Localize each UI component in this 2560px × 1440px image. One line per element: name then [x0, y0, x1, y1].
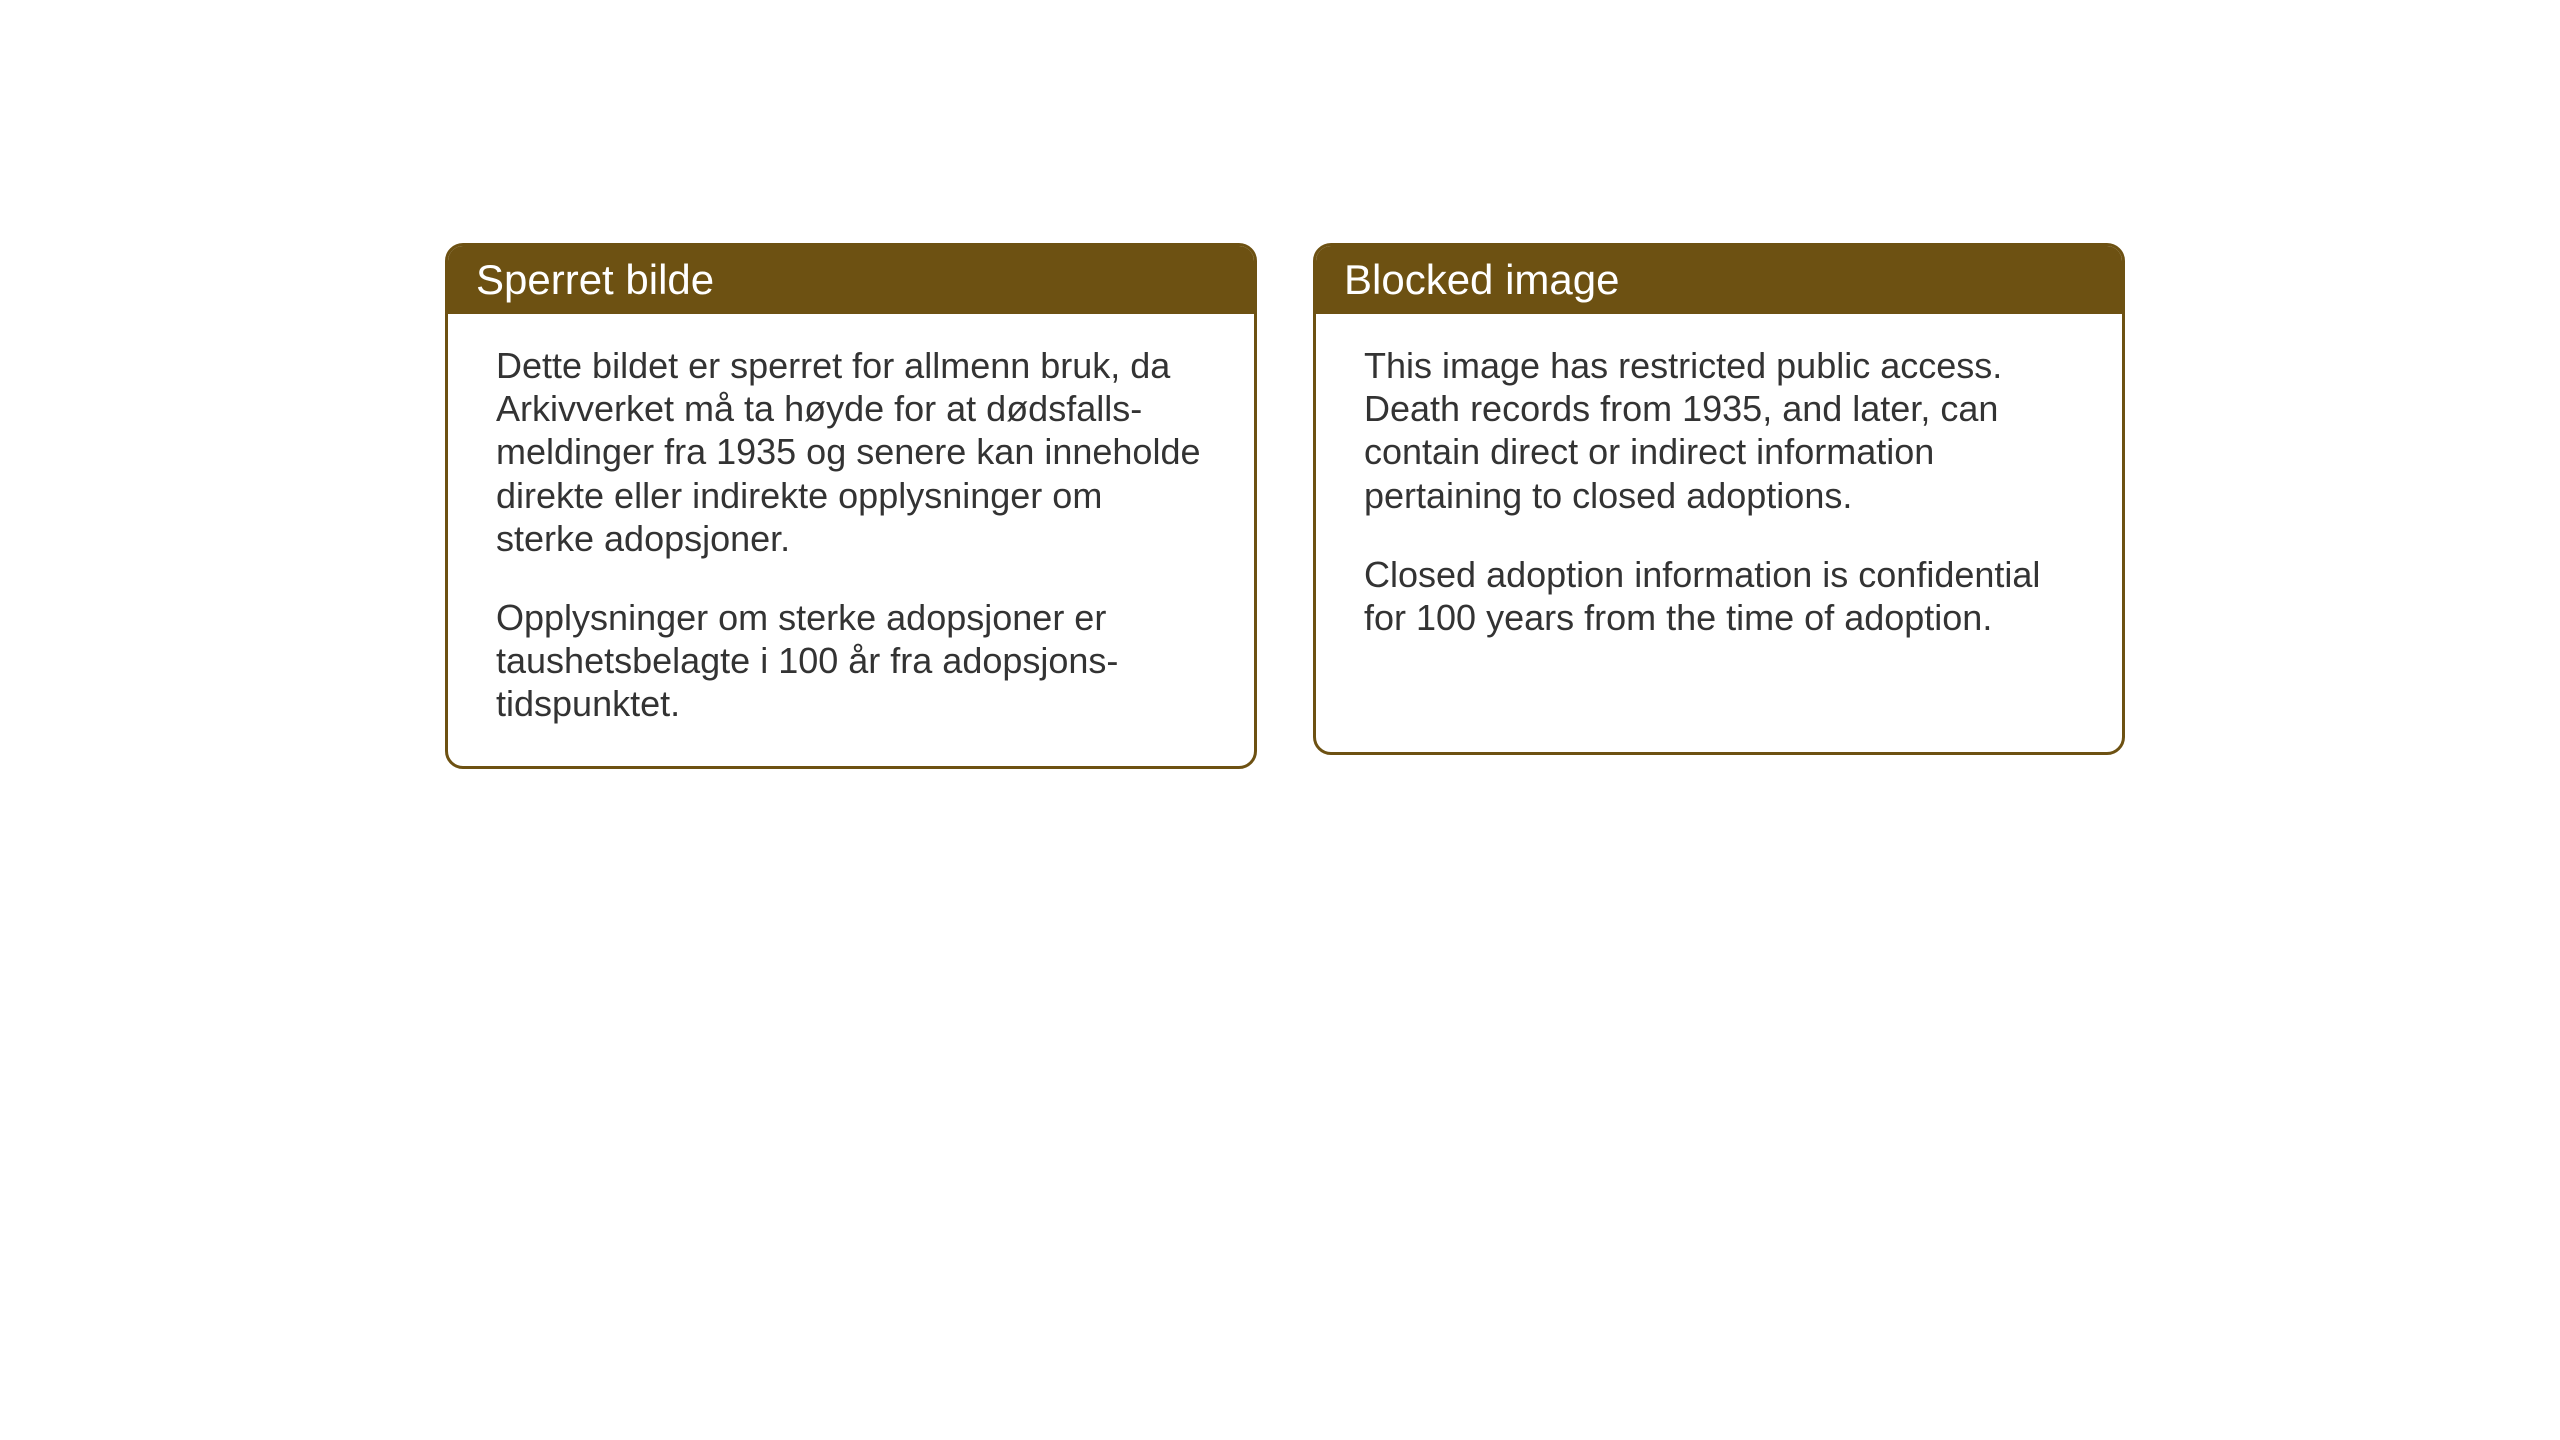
english-paragraph-1: This image has restricted public access.… [1364, 344, 2074, 517]
english-card-header: Blocked image [1316, 246, 2122, 314]
norwegian-paragraph-1: Dette bildet er sperret for allmenn bruk… [496, 344, 1206, 560]
notice-cards-container: Sperret bilde Dette bildet er sperret fo… [445, 243, 2125, 769]
norwegian-card-title: Sperret bilde [476, 256, 714, 303]
norwegian-card-header: Sperret bilde [448, 246, 1254, 314]
english-notice-card: Blocked image This image has restricted … [1313, 243, 2125, 755]
english-paragraph-2: Closed adoption information is confident… [1364, 553, 2074, 639]
norwegian-card-body: Dette bildet er sperret for allmenn bruk… [448, 314, 1254, 766]
english-card-title: Blocked image [1344, 256, 1619, 303]
norwegian-paragraph-2: Opplysninger om sterke adopsjoner er tau… [496, 596, 1206, 726]
english-card-body: This image has restricted public access.… [1316, 314, 2122, 679]
norwegian-notice-card: Sperret bilde Dette bildet er sperret fo… [445, 243, 1257, 769]
